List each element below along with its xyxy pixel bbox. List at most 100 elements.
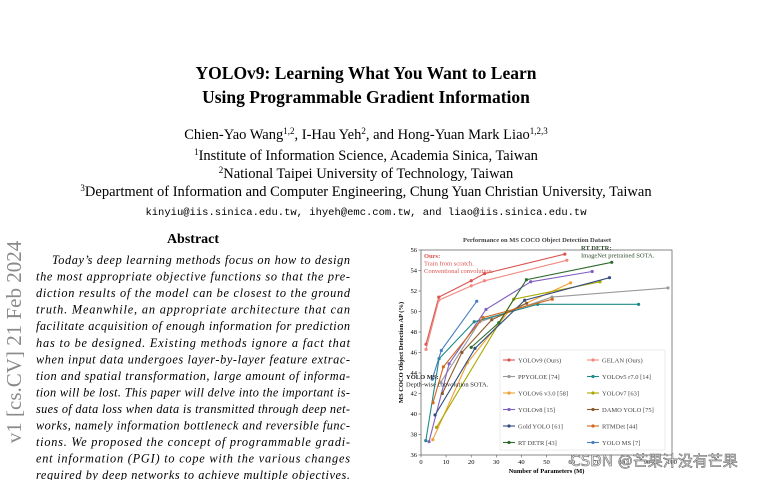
x-tick-label: 30	[493, 459, 500, 466]
legend-label: YOLOv5 r7.0 [14]	[602, 374, 651, 381]
legend-marker	[591, 358, 595, 362]
series-line	[432, 298, 553, 403]
abstract-line: required by deep networks to achieve mul…	[36, 468, 350, 480]
watermark: CSDN @芒果汁没有芒果	[570, 452, 738, 470]
superscript: 2	[361, 126, 366, 136]
annotation: Depth-wise convolution SOTA.	[406, 382, 489, 389]
abstract-line: truth. Meanwhile, an appropriate archite…	[36, 303, 350, 317]
data-point	[484, 307, 488, 312]
superscript: 3	[80, 183, 85, 193]
legend-label: RT DETR [43]	[518, 440, 557, 447]
affiliation: 3Department of Information and Computer …	[80, 183, 652, 200]
legend-label: PPYOLOE [74]	[518, 374, 560, 381]
data-point	[440, 391, 444, 396]
legend-label: YOLOv8 [15]	[518, 407, 555, 414]
data-point	[460, 350, 464, 355]
legend-label: GELAN (Ours)	[602, 357, 643, 364]
arxiv-stamp: v1 [cs.CV] 21 Feb 2024	[2, 240, 26, 443]
data-point	[433, 413, 437, 417]
legend-box	[499, 349, 666, 451]
y-tick-label: 42	[411, 391, 418, 398]
data-point	[565, 258, 569, 262]
affiliation-text: Institute of Information Science, Academ…	[199, 148, 539, 164]
x-tick-label: 0	[419, 459, 422, 466]
x-tick-label: 10	[443, 459, 450, 466]
data-point	[525, 301, 529, 305]
x-tick-label: 50	[543, 459, 550, 466]
superscript: 2	[219, 165, 224, 175]
x-tick-label: 20	[468, 459, 475, 466]
abstract-line: facilitate acquisition of enough informa…	[36, 319, 350, 333]
series-line	[434, 277, 610, 416]
annotation: YOLO MS:	[406, 374, 439, 381]
legend-label: RTMDet [44]	[602, 423, 638, 430]
data-point	[427, 440, 431, 444]
series-line	[432, 282, 571, 440]
abstract-line: works, namely information bottleneck and…	[36, 419, 350, 433]
legend-marker	[591, 374, 595, 379]
data-point	[497, 321, 501, 325]
authors: Chien-Yao Wang1,2, I-Hau Yeh2, and Hong-…	[184, 126, 548, 143]
x-tick-label: 90	[644, 459, 651, 466]
legend-marker	[507, 407, 511, 412]
abstract-line: tion will be lost. This paper will delve…	[36, 385, 350, 399]
legend-marker	[507, 424, 511, 428]
data-point	[563, 252, 567, 256]
x-tick-label: 70	[593, 459, 600, 466]
y-tick-label: 46	[411, 350, 418, 357]
legend-label: YOLO MS [7]	[602, 440, 640, 447]
affiliation-text: National Taipei University of Technology…	[223, 166, 514, 182]
data-point	[473, 346, 477, 350]
data-point	[472, 320, 476, 324]
data-point	[469, 279, 473, 283]
data-point	[568, 281, 573, 285]
data-point	[666, 286, 670, 290]
abstract-line: sues of data loss when data is transmitt…	[36, 402, 350, 416]
legend-marker	[507, 391, 511, 395]
affiliation: 1Institute of Information Science, Acade…	[194, 147, 539, 164]
data-point	[437, 298, 441, 302]
data-point	[607, 276, 612, 280]
y-tick-label: 52	[411, 288, 418, 295]
data-point	[523, 298, 527, 302]
data-point	[447, 362, 451, 366]
abstract-line: tions. We proposed the concept of progra…	[36, 435, 350, 449]
data-point	[469, 345, 473, 349]
annotation: RT DETR:	[581, 245, 612, 252]
abstract-line: has to be designed. Existing methods ign…	[36, 336, 351, 350]
y-tick-label: 38	[411, 432, 418, 439]
abstract-line: ent information (PGI) to cope with the v…	[36, 452, 350, 466]
data-point	[524, 278, 529, 282]
legend-marker	[591, 391, 595, 395]
data-point	[439, 380, 443, 384]
superscript: 1,2	[283, 126, 294, 136]
abstract-line: tion and spatial transformation, large a…	[36, 369, 350, 383]
series-line	[441, 302, 527, 394]
legend-label: DAMO YOLO [75]	[602, 407, 654, 414]
data-point	[424, 347, 428, 352]
legend-marker	[591, 407, 595, 412]
superscript: 1	[194, 147, 199, 157]
legend-marker	[507, 440, 511, 445]
data-point	[439, 348, 443, 353]
y-axis-label: MS COCO Object Detection AP (%)	[398, 302, 405, 403]
data-point	[424, 439, 428, 443]
data-point	[475, 299, 479, 303]
chart: Performance on MS COCO Object Detection …	[398, 237, 677, 475]
abstract-heading: Abstract	[167, 232, 219, 247]
data-point	[590, 269, 594, 274]
data-point	[637, 302, 641, 306]
data-point	[482, 279, 487, 283]
abstract-line: when input data undergoes layer-by-layer…	[36, 352, 350, 366]
data-point	[431, 438, 435, 442]
x-tick-label: 80	[619, 459, 626, 466]
affiliation-text: Department of Information and Computer E…	[85, 184, 652, 200]
annotation: Ours:	[424, 253, 440, 260]
y-tick-label: 54	[411, 268, 418, 275]
abstract-body: Today’s deep learning methods focus on h…	[36, 253, 351, 480]
x-axis-label: Number of Parameters (M)	[509, 468, 585, 475]
y-tick-label: 48	[411, 329, 418, 336]
y-tick-label: 44	[411, 370, 418, 377]
data-point	[469, 284, 473, 288]
